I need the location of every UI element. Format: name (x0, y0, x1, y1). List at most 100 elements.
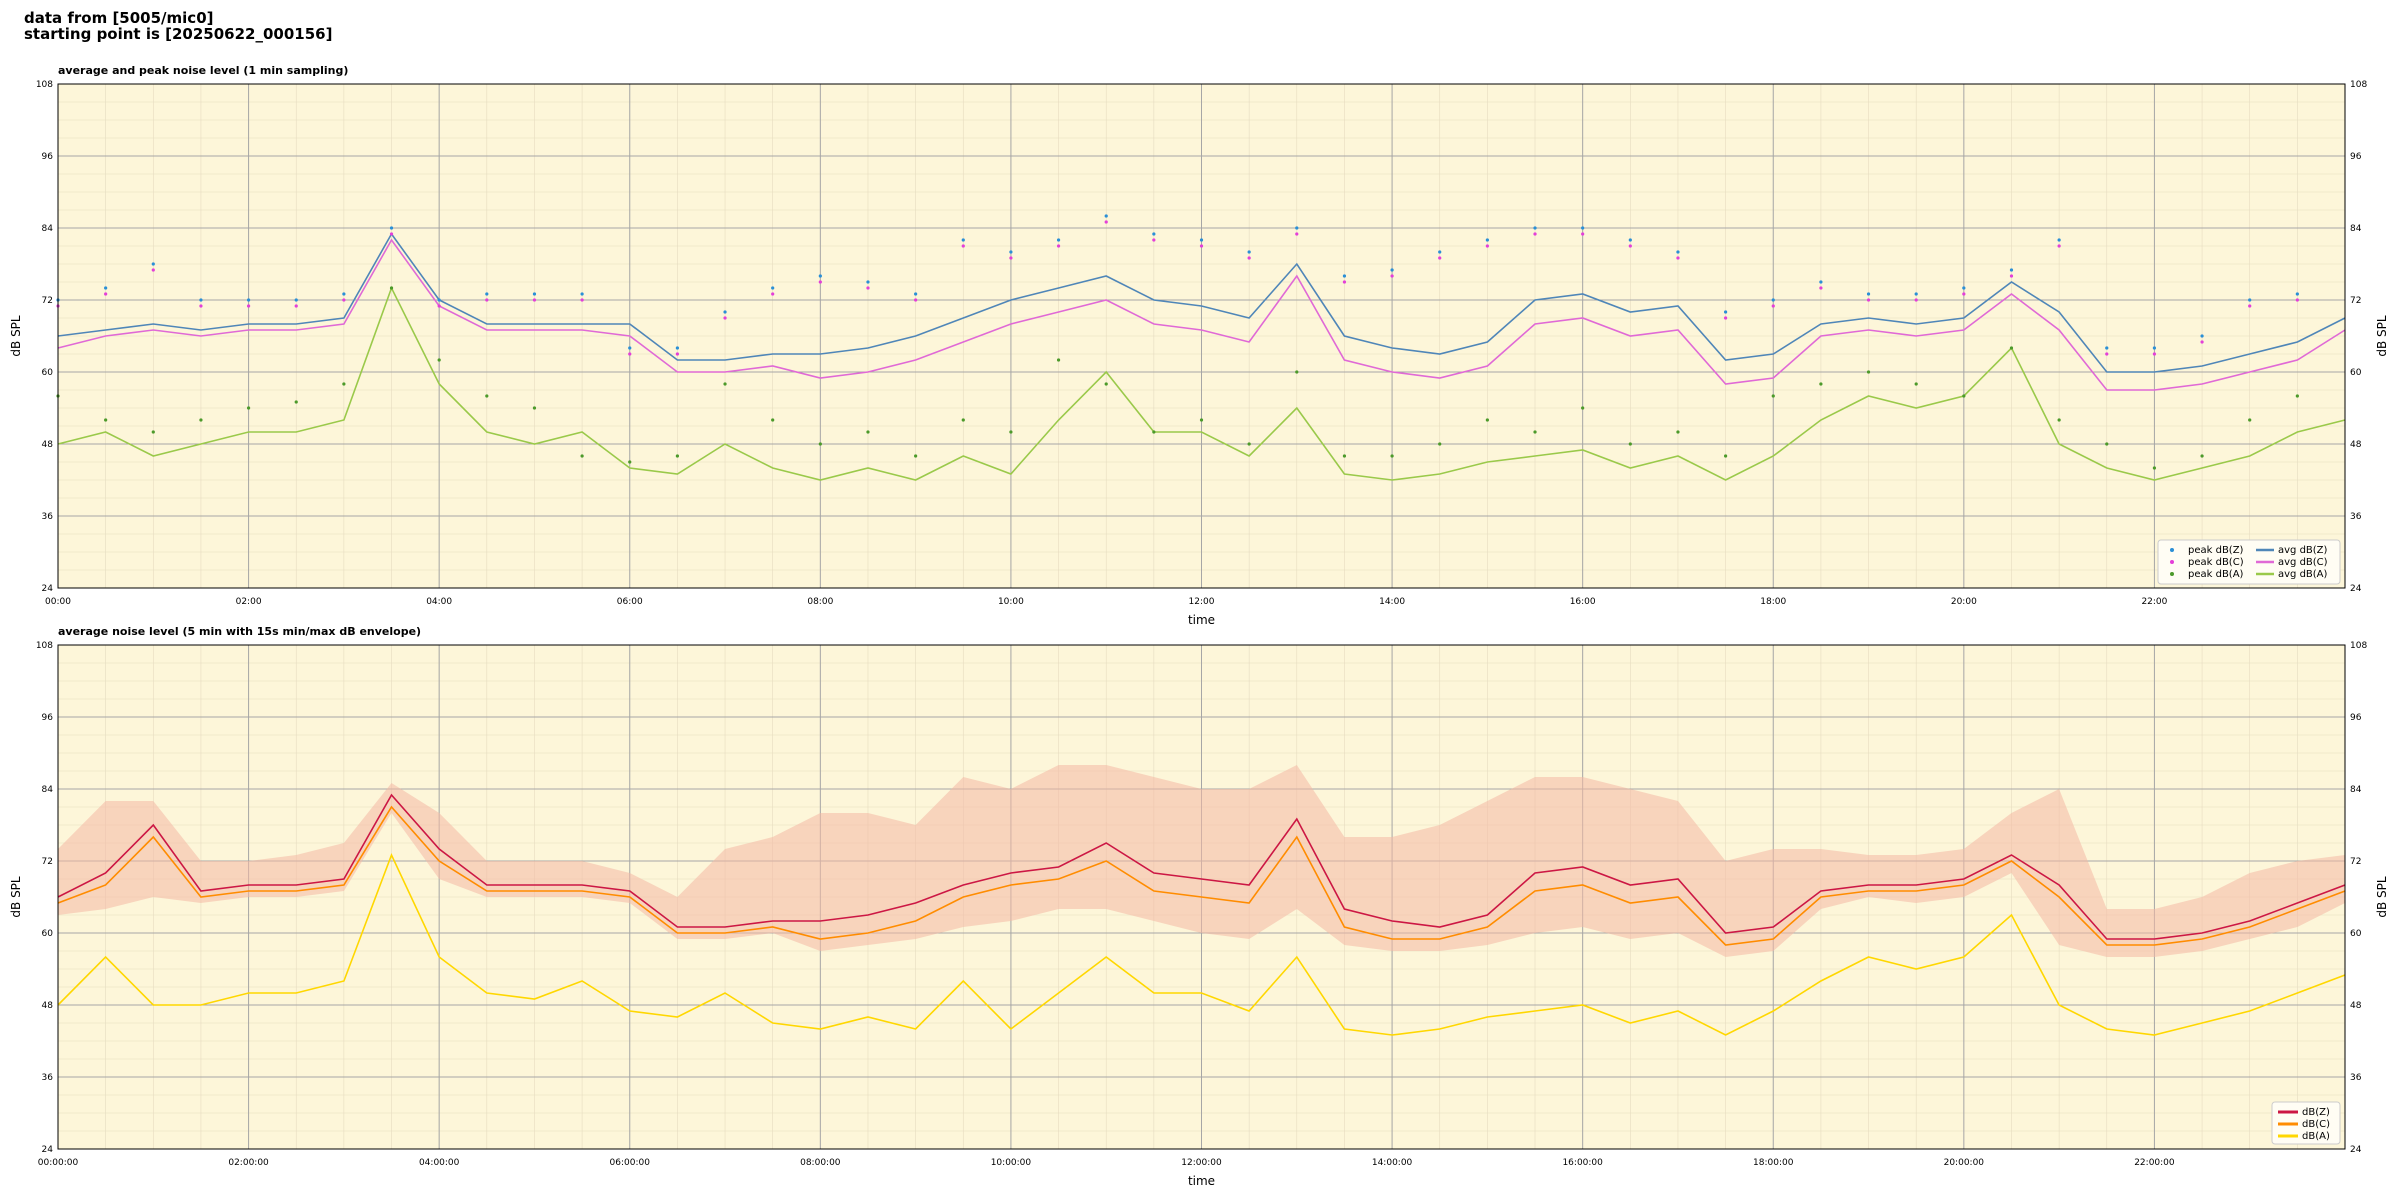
chart1-legend-label: peak dB(A) (2188, 569, 2244, 580)
chart1-ytick-left: 36 (42, 512, 54, 522)
chart2-ytick-right: 108 (2350, 641, 2367, 651)
chart1-point-peak-db-a (1914, 382, 1918, 386)
chart1-point-peak-db-z (2295, 292, 2299, 296)
chart1-point-peak-db-a (1295, 370, 1299, 374)
chart1-xtick: 08:00 (807, 597, 833, 607)
chart1-legend-marker (2170, 560, 2174, 564)
chart1-point-peak-db-c (1819, 286, 1823, 290)
chart1-point-peak-db-a (294, 400, 298, 404)
chart1-point-peak-db-z (1819, 280, 1823, 284)
chart1-point-peak-db-z (437, 298, 441, 302)
chart1-point-peak-db-c (2295, 298, 2299, 302)
chart2-ytick-left: 36 (42, 1073, 54, 1083)
chart1-point-peak-db-z (914, 292, 918, 296)
chart1-point-peak-db-a (104, 418, 108, 422)
chart1-point-peak-db-a (1104, 382, 1108, 386)
chart1-point-peak-db-c (1533, 232, 1537, 236)
chart2-ytick-left: 96 (42, 713, 54, 723)
chart1-point-peak-db-z (2057, 238, 2061, 242)
chart2-ytick-left: 72 (42, 857, 53, 867)
chart1-point-peak-db-c (1485, 244, 1489, 248)
chart2-xtick: 08:00:00 (800, 1158, 841, 1168)
chart1-point-peak-db-z (1056, 238, 1061, 242)
chart1-point-peak-db-c (2009, 274, 2014, 278)
chart1-point-peak-db-a (723, 382, 727, 386)
chart1-point-peak-db-a (1438, 442, 1442, 446)
chart1-point-peak-db-a (437, 358, 441, 362)
chart1-title: average and peak noise level (1 min samp… (58, 64, 348, 77)
chart1-point-peak-db-c (1771, 304, 1775, 308)
chart1-xtick: 12:00 (1189, 597, 1215, 607)
chart1-point-peak-db-a (342, 382, 346, 386)
chart1-ytick-left: 24 (42, 584, 54, 594)
chart1-point-peak-db-a (914, 454, 918, 458)
chart2-xtick: 02:00:00 (228, 1158, 269, 1168)
chart1-point-peak-db-c (1962, 292, 1966, 296)
chart1-frame (57, 83, 2346, 589)
chart1-point-peak-db-z (1581, 226, 1585, 230)
chart1-point-peak-db-a (675, 454, 679, 458)
chart1-legend-label: avg dB(C) (2278, 557, 2328, 568)
chart1-point-peak-db-c (2200, 340, 2204, 344)
chart1-point-peak-db-c (866, 286, 870, 290)
chart1-point-peak-db-c (294, 304, 298, 308)
chart1-point-peak-db-c (818, 280, 822, 284)
chart1-point-peak-db-c (771, 292, 775, 296)
chart1-point-peak-db-z (1914, 292, 1918, 296)
chart1-point-peak-db-z (675, 346, 679, 350)
chart2-ytick-right: 60 (2350, 929, 2362, 939)
chart2-ytick-right: 36 (2350, 1073, 2362, 1083)
chart2-line-db-c (57, 805, 2346, 946)
chart1-point-peak-db-z (1485, 238, 1489, 242)
chart1-point-peak-db-z (628, 346, 632, 350)
chart2-envelope-band (58, 765, 2345, 957)
chart1-point-peak-db-a (1628, 442, 1632, 446)
chart1-point-peak-db-z (2248, 298, 2252, 302)
chart2-ytick-left: 84 (42, 785, 54, 795)
chart1-ytick-right: 108 (2350, 80, 2367, 90)
chart1-point-peak-db-z (2200, 334, 2204, 338)
chart1-point-peak-db-z (723, 310, 727, 314)
chart1-point-peak-db-a (866, 430, 870, 434)
chart1-point-peak-db-a (1533, 430, 1537, 434)
chart2-xtick: 18:00:00 (1753, 1158, 1794, 1168)
chart1-point-peak-db-z (1199, 238, 1204, 242)
chart1-point-peak-db-a (1342, 454, 1347, 458)
chart1-point-peak-db-c (1628, 244, 1632, 248)
chart1-point-peak-db-z (246, 298, 251, 302)
chart1-point-peak-db-z (104, 286, 108, 290)
chart1-ytick-right: 24 (2350, 584, 2362, 594)
chart1-point-peak-db-c (628, 352, 632, 356)
chart1-point-peak-db-c (246, 304, 251, 308)
chart1-point-peak-db-z (1628, 238, 1632, 242)
chart1-point-peak-db-z (1962, 286, 1966, 290)
chart2-ytick-left: 60 (42, 929, 54, 939)
chart1-ytick-left: 108 (36, 80, 53, 90)
chart1-point-peak-db-c (914, 298, 918, 302)
chart2-line-db-a (57, 852, 2346, 1036)
chart2-ytick-right: 84 (2350, 785, 2362, 795)
chart1-point-peak-db-z (1438, 250, 1442, 254)
chart1-point-peak-db-z (1247, 250, 1251, 254)
chart1-xtick: 02:00 (236, 597, 262, 607)
chart1-xlabel: time (1188, 613, 1215, 627)
chart1-point-peak-db-a (818, 442, 822, 446)
chart2-ytick-right: 96 (2350, 713, 2362, 723)
chart1-point-peak-db-c (2105, 352, 2109, 356)
chart1-legend-label: peak dB(C) (2188, 557, 2244, 568)
chart1-point-peak-db-z (1152, 232, 1156, 236)
chart1-point-peak-db-z (532, 292, 537, 296)
chart1-xtick: 18:00 (1760, 597, 1786, 607)
chart1-point-peak-db-z (1676, 250, 1680, 254)
chart1-point-peak-db-z (1295, 226, 1299, 230)
chart2-xlabel: time (1188, 1174, 1215, 1188)
chart1-point-peak-db-c (1247, 256, 1251, 260)
chart1-point-peak-db-c (1581, 232, 1585, 236)
chart2-ytick-right: 24 (2350, 1145, 2362, 1155)
chart1-ytick-right: 48 (2350, 440, 2362, 450)
chart1-legend-label: avg dB(Z) (2278, 545, 2328, 556)
chart2-xtick: 14:00:00 (1372, 1158, 1413, 1168)
chart2-xtick: 06:00:00 (610, 1158, 651, 1168)
chart2-xtick: 04:00:00 (419, 1158, 460, 1168)
chart1-xtick: 06:00 (617, 597, 643, 607)
